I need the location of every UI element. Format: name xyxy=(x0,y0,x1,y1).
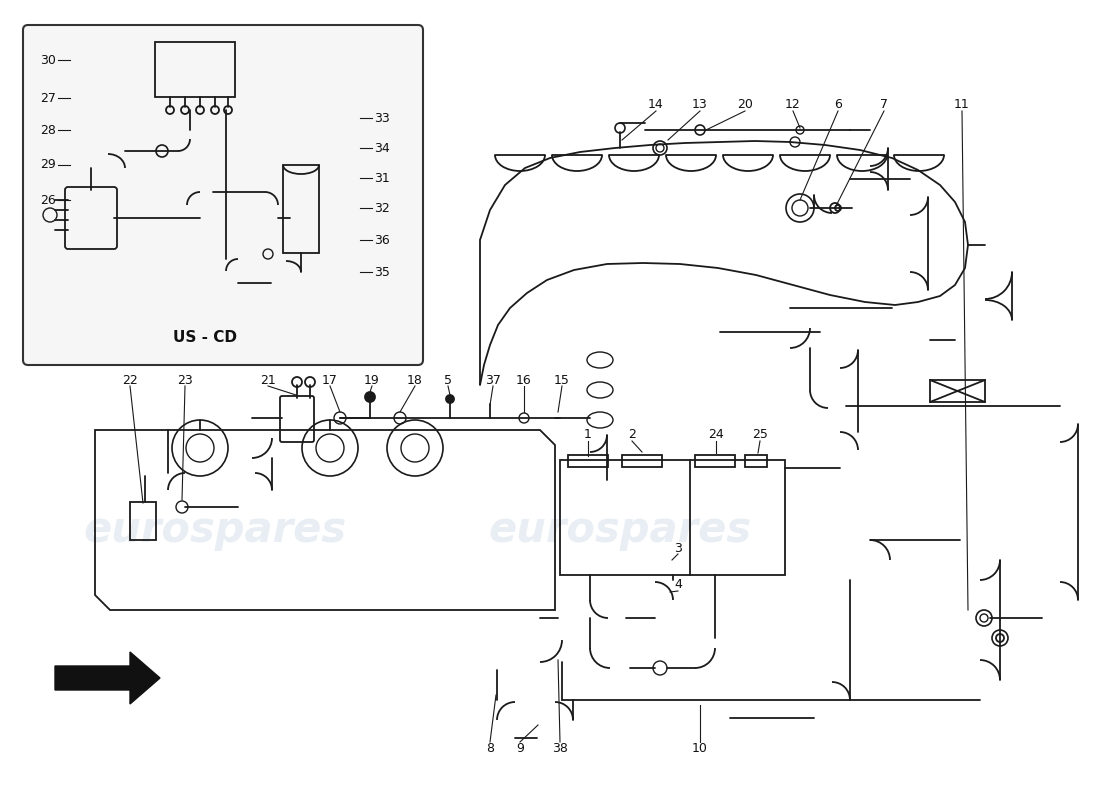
Text: 14: 14 xyxy=(648,98,664,111)
Text: 1: 1 xyxy=(584,429,592,442)
Text: eurospares: eurospares xyxy=(488,509,751,551)
Text: 7: 7 xyxy=(880,98,888,111)
Bar xyxy=(695,455,735,467)
Circle shape xyxy=(446,395,454,403)
Polygon shape xyxy=(55,652,160,704)
Text: 4: 4 xyxy=(674,578,682,591)
Text: 33: 33 xyxy=(374,111,389,125)
Text: 2: 2 xyxy=(628,429,636,442)
Text: 30: 30 xyxy=(40,54,56,66)
Text: 10: 10 xyxy=(692,742,708,754)
Text: 25: 25 xyxy=(752,429,768,442)
Text: eurospares: eurospares xyxy=(84,509,346,551)
Bar xyxy=(560,460,785,575)
Text: 3: 3 xyxy=(674,542,682,554)
Text: 22: 22 xyxy=(122,374,138,386)
Text: 19: 19 xyxy=(364,374,380,386)
Text: 11: 11 xyxy=(954,98,970,111)
Text: 6: 6 xyxy=(834,98,842,111)
Text: 35: 35 xyxy=(374,266,389,278)
Text: 24: 24 xyxy=(708,429,724,442)
Text: 20: 20 xyxy=(737,98,752,111)
Text: 16: 16 xyxy=(516,374,532,386)
Text: 9: 9 xyxy=(516,742,524,754)
FancyBboxPatch shape xyxy=(23,25,424,365)
Text: 29: 29 xyxy=(40,158,56,171)
Text: 28: 28 xyxy=(40,123,56,137)
Text: 36: 36 xyxy=(374,234,389,246)
Text: 38: 38 xyxy=(552,742,568,754)
Text: US - CD: US - CD xyxy=(173,330,236,346)
Text: 5: 5 xyxy=(444,374,452,386)
Bar xyxy=(621,455,662,467)
Bar xyxy=(745,455,767,467)
Bar xyxy=(130,502,156,540)
Text: 18: 18 xyxy=(407,374,422,386)
Bar xyxy=(930,380,984,402)
Text: 17: 17 xyxy=(322,374,338,386)
Text: 15: 15 xyxy=(554,374,570,386)
Text: 21: 21 xyxy=(260,374,276,386)
Text: 23: 23 xyxy=(177,374,192,386)
Circle shape xyxy=(365,392,375,402)
Bar xyxy=(155,42,235,97)
Text: 8: 8 xyxy=(486,742,494,754)
Bar xyxy=(568,455,608,467)
Text: 32: 32 xyxy=(374,202,389,214)
Text: 37: 37 xyxy=(485,374,501,386)
Text: 12: 12 xyxy=(785,98,801,111)
Text: 26: 26 xyxy=(40,194,56,206)
Text: 31: 31 xyxy=(374,171,389,185)
Bar xyxy=(283,165,319,253)
Text: 27: 27 xyxy=(40,91,56,105)
Text: 34: 34 xyxy=(374,142,389,154)
Text: 13: 13 xyxy=(692,98,708,111)
